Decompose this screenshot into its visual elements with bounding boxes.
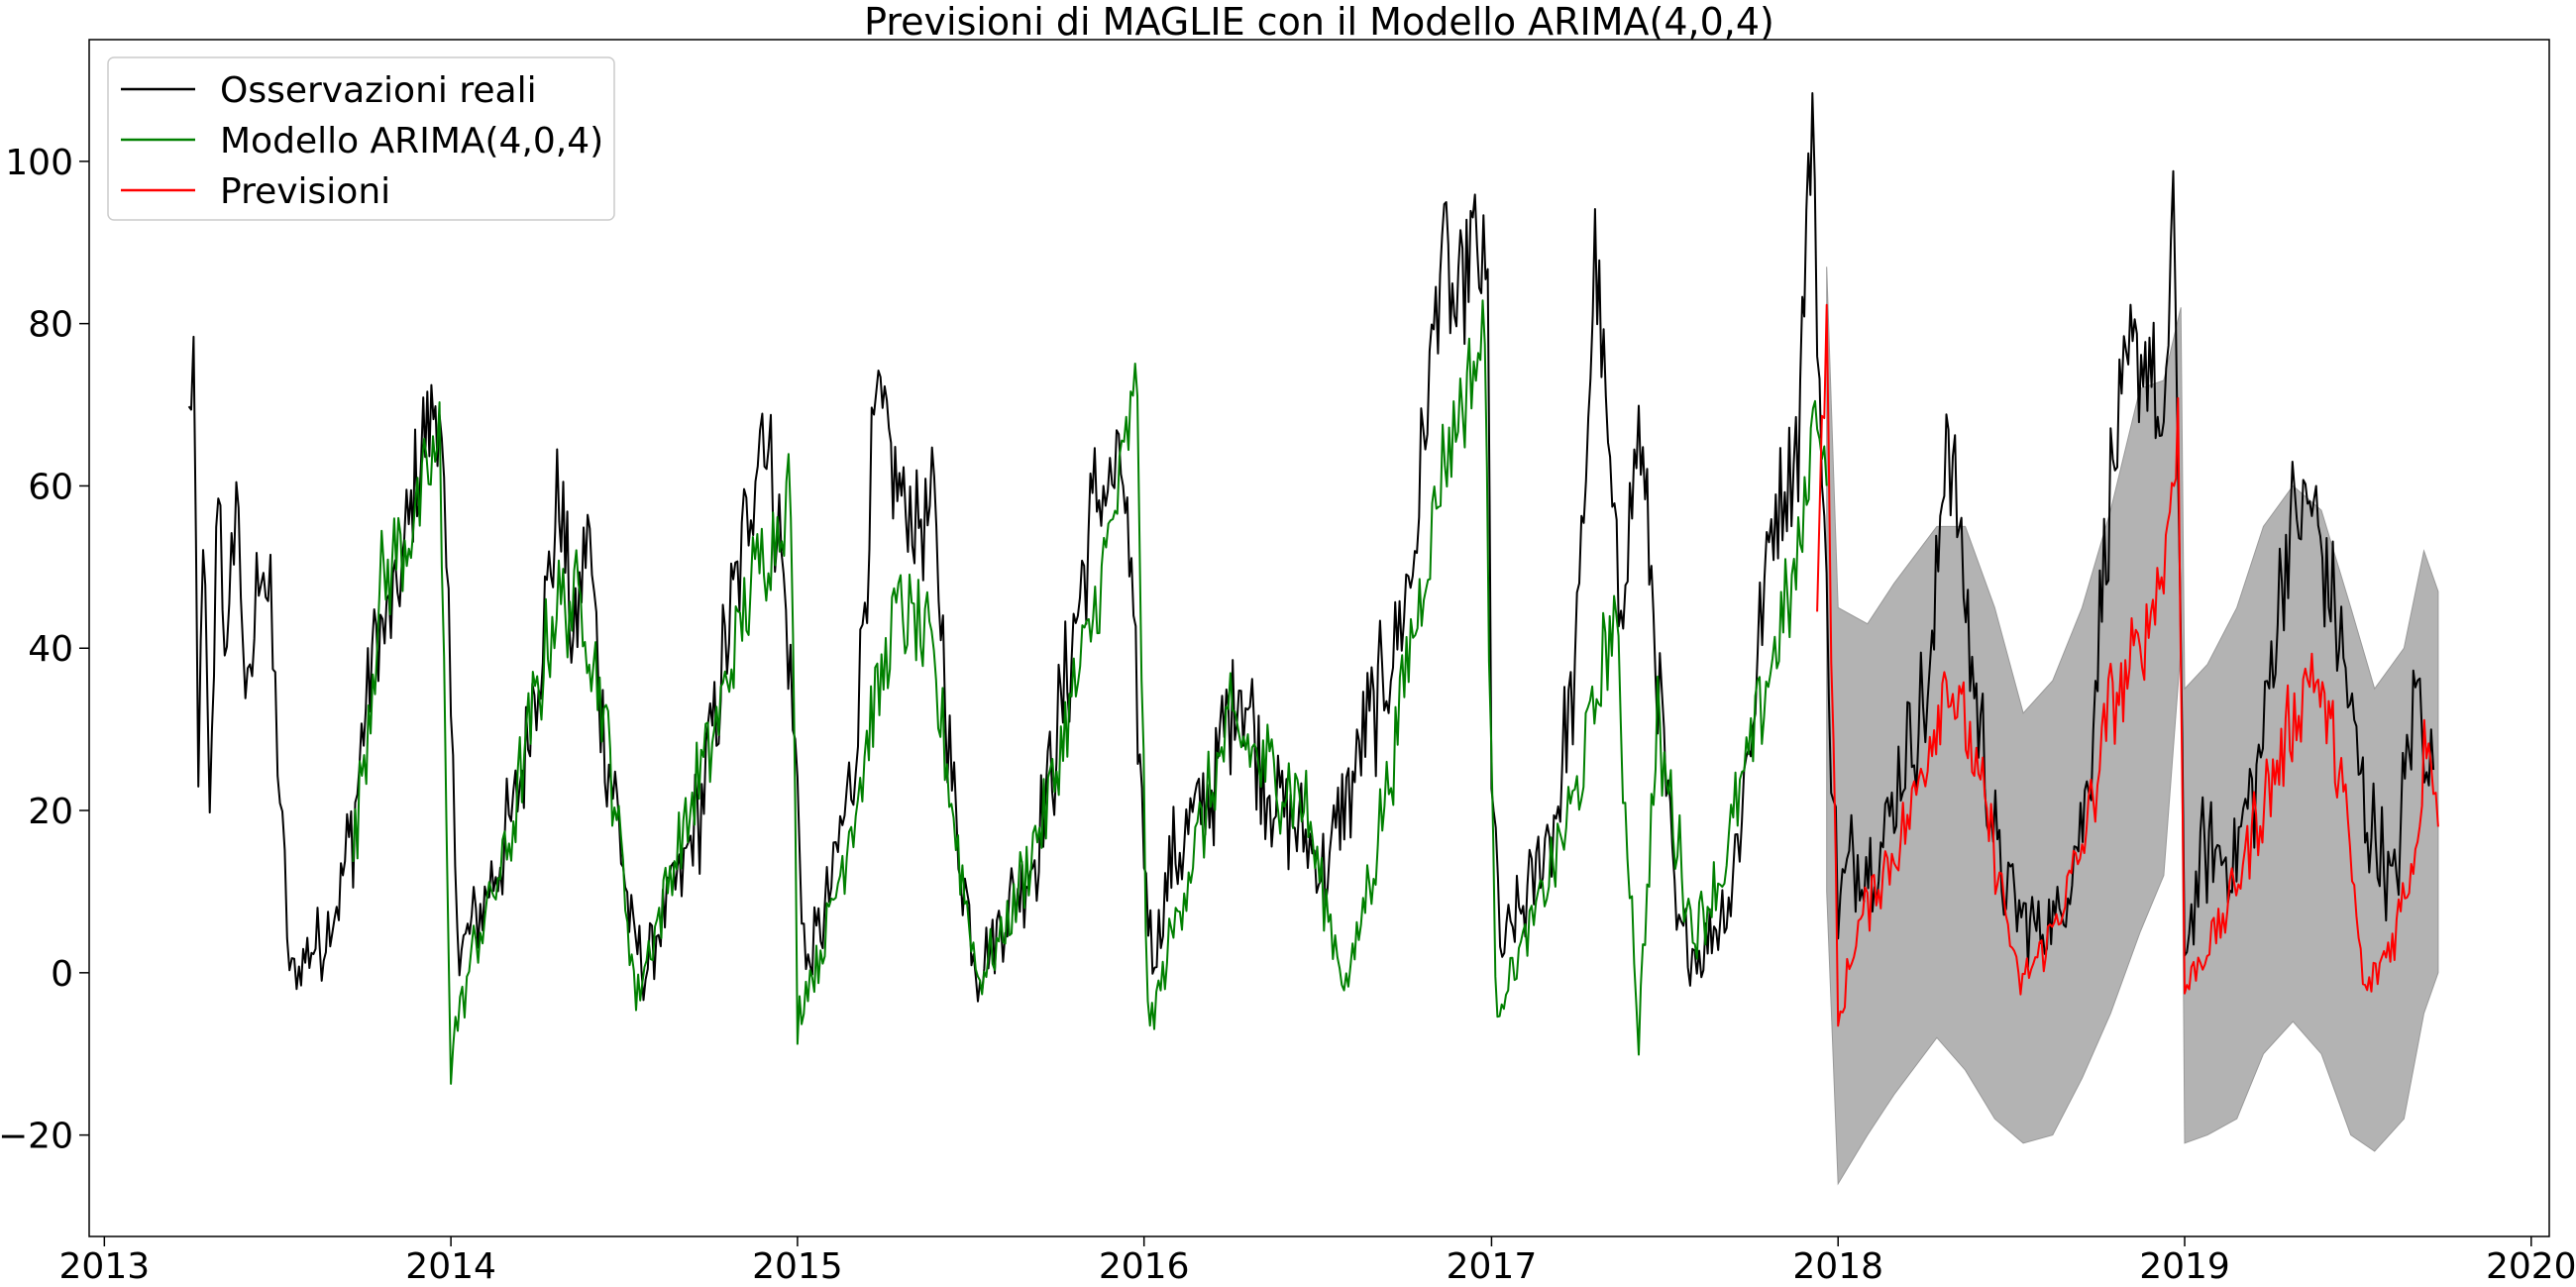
x-tick-label: 2017	[1447, 1246, 1538, 1287]
x-tick-label: 2019	[2139, 1246, 2230, 1287]
legend-box	[107, 56, 615, 221]
legend: Osservazioni reali Modello ARIMA(4,0,4) Pr…	[107, 56, 615, 221]
x-tick-label: 2014	[405, 1246, 496, 1287]
x-tick-label: 2013	[59, 1246, 151, 1287]
confidence-band	[1826, 267, 2439, 1186]
chart-title: Previsioni di MAGLIE con il Modello ARIM…	[864, 0, 1774, 44]
y-tick-label: 0	[51, 954, 73, 995]
x-tick-label: 2020	[2486, 1246, 2576, 1287]
legend-label: Modello ARIMA(4,0,4)	[220, 121, 603, 161]
y-tick-label: 60	[28, 467, 73, 507]
series-line-1	[187, 92, 2435, 1003]
legend-label: Previsioni	[220, 171, 390, 212]
series-line-2	[352, 299, 1828, 1085]
x-tick-label: 2015	[752, 1246, 843, 1287]
y-tick-label: 100	[5, 143, 73, 183]
y-tick-label: 20	[28, 792, 73, 832]
y-axis: −20 0 20 40 60 80 100	[0, 143, 89, 1157]
y-tick-label: 80	[28, 305, 73, 346]
confidence-band-layer	[1826, 267, 2439, 1186]
x-axis: 2013 2014 2015 2016 2017 2018 2019 2020	[59, 1236, 2576, 1287]
y-tick-label: −20	[0, 1117, 73, 1157]
x-tick-label: 2016	[1099, 1246, 1190, 1287]
legend-label: Osservazioni reali	[220, 70, 537, 111]
plot-frame	[88, 39, 2550, 1237]
x-tick-label: 2018	[1792, 1246, 1883, 1287]
y-tick-label: 40	[28, 629, 73, 670]
series-layer	[187, 92, 2439, 1085]
series-line-3	[1816, 303, 2439, 1027]
